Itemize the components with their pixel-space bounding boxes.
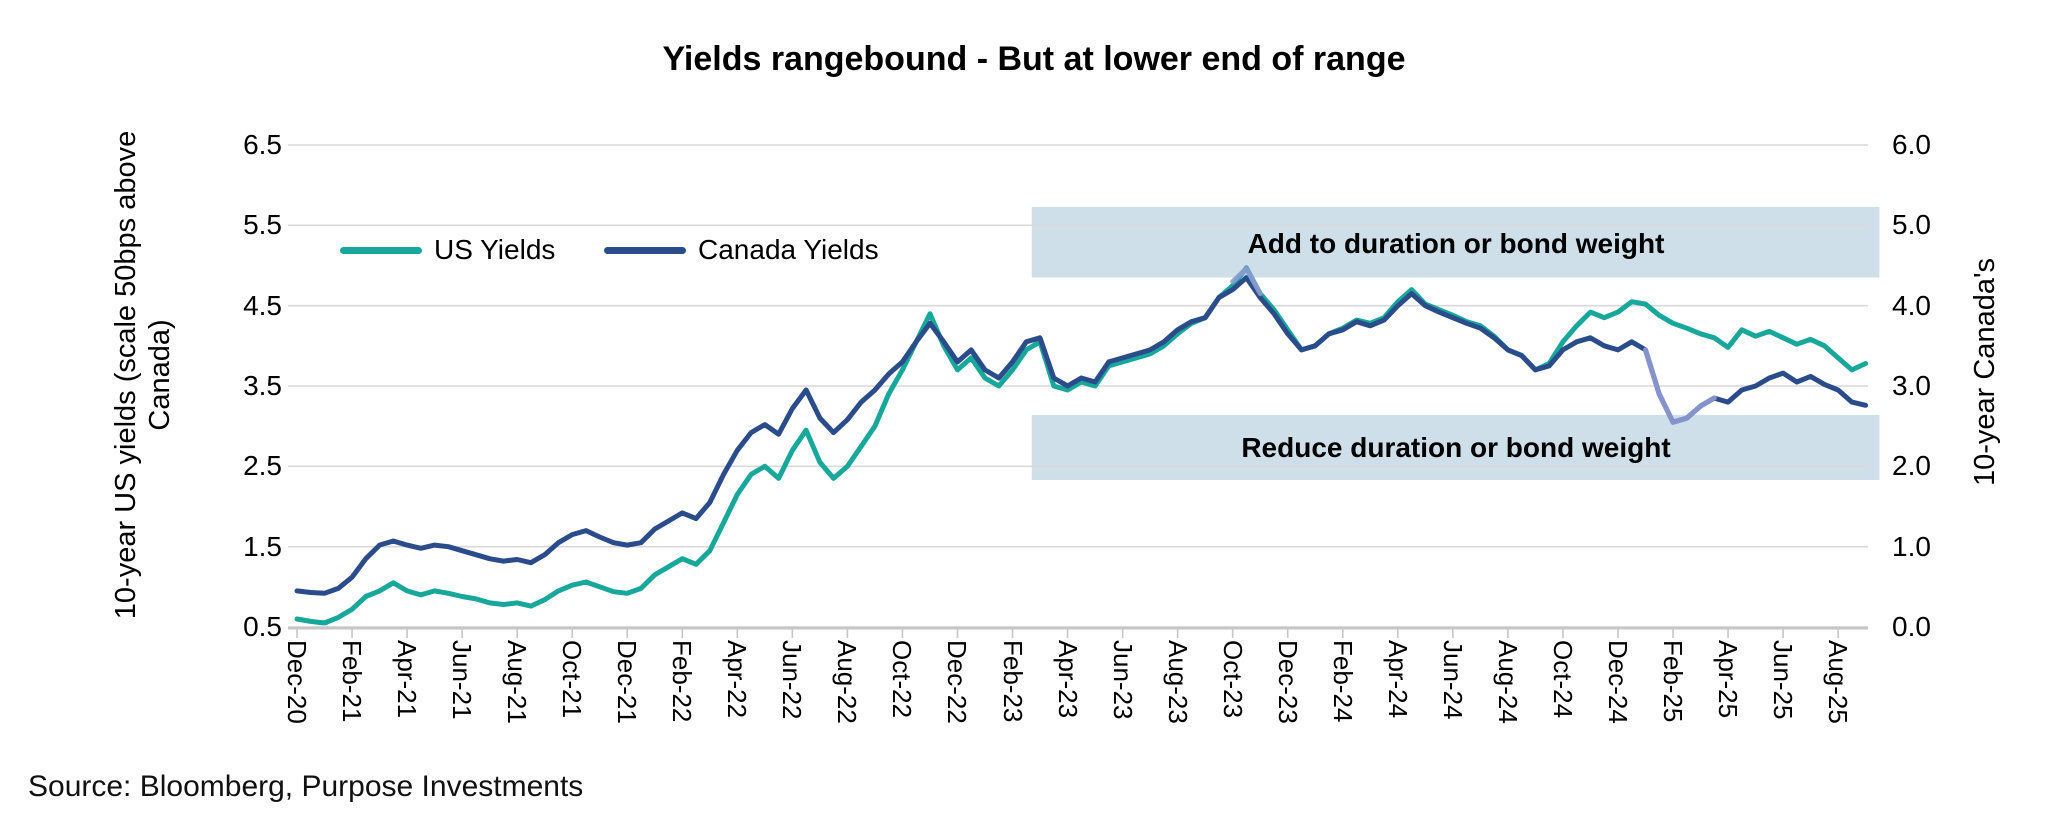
x-axis-tick-label: Feb-23 bbox=[997, 640, 1028, 723]
strategy-band-0 bbox=[1031, 206, 1880, 278]
x-axis-tick-label: Oct-21 bbox=[557, 640, 588, 719]
x-axis-tick-label: Jun-22 bbox=[777, 640, 808, 720]
left-axis-tick-label: 1.5 bbox=[243, 530, 282, 562]
x-axis-tick-label: Oct-24 bbox=[1547, 640, 1578, 719]
left-axis-tick-label: 4.5 bbox=[243, 289, 282, 321]
x-axis-tick-label: Oct-22 bbox=[887, 640, 918, 719]
x-axis-tick-label: Oct-23 bbox=[1217, 640, 1248, 719]
chart-title: Yields rangebound - But at lower end of … bbox=[662, 40, 1406, 78]
right-axis-tick-label: 0.0 bbox=[1892, 611, 1931, 642]
x-axis-tick-label: Dec-24 bbox=[1602, 640, 1633, 724]
x-axis-tick-label: Aug-23 bbox=[1162, 640, 1193, 724]
left-axis-tick-label: 5.5 bbox=[243, 209, 282, 241]
x-axis-tick-label: Dec-23 bbox=[1272, 640, 1303, 724]
us-line-swatch bbox=[340, 246, 422, 254]
canada-line-swatch bbox=[604, 246, 686, 254]
x-axis-tick-label: Apr-23 bbox=[1052, 640, 1083, 719]
legend-item-canada: Canada Yields bbox=[604, 234, 879, 266]
series-line-1 bbox=[294, 275, 1869, 596]
x-axis-tick-label: Feb-25 bbox=[1658, 640, 1688, 723]
x-axis-tick-label: Apr-21 bbox=[392, 640, 423, 719]
reduce-duration-band-label: Reduce duration or bond weight bbox=[1241, 432, 1671, 463]
x-axis-tick-label: Feb-21 bbox=[337, 640, 368, 723]
right-axis-tick-label: 2.0 bbox=[1892, 450, 1931, 482]
x-axis-tick-label: Jun-21 bbox=[447, 640, 478, 720]
x-axis-tick-label: Apr-25 bbox=[1713, 640, 1744, 719]
right-axis-tick-label: 5.0 bbox=[1892, 209, 1931, 241]
legend-item-us: US Yields bbox=[340, 234, 555, 266]
right-axis-tick-label: 3.0 bbox=[1892, 370, 1931, 401]
left-axis-tick-label: 2.5 bbox=[243, 450, 282, 482]
right-axis-tick-label: 6.0 bbox=[1892, 129, 1931, 160]
add-duration-band-label: Add to duration or bond weight bbox=[1247, 228, 1665, 259]
left-axis-tick-label: 6.5 bbox=[243, 129, 282, 160]
x-axis-tick-label: Dec-22 bbox=[942, 640, 973, 724]
x-axis-tick-label: Aug-25 bbox=[1823, 640, 1854, 724]
right-axis-tick-label: 4.0 bbox=[1892, 289, 1931, 321]
right-axis-tick-label: 1.0 bbox=[1892, 530, 1931, 562]
x-axis-tick-label: Aug-24 bbox=[1492, 640, 1523, 724]
left-axis-tick-label: 3.5 bbox=[243, 370, 282, 401]
x-axis-tick-label: Aug-21 bbox=[502, 640, 533, 724]
x-axis-tick-label: Dec-20 bbox=[282, 640, 312, 724]
x-axis-tick-label: Aug-22 bbox=[832, 640, 863, 724]
strategy-band-1 bbox=[1031, 414, 1880, 480]
legend-label-us: US Yields bbox=[434, 234, 556, 265]
x-axis-tick-label: Jun-25 bbox=[1768, 640, 1799, 720]
source-note: Source: Bloomberg, Purpose Investments bbox=[28, 770, 584, 803]
left-axis-tick-label: 0.5 bbox=[243, 611, 282, 642]
x-axis-tick-label: Feb-24 bbox=[1327, 640, 1358, 723]
x-axis-tick-label: Apr-24 bbox=[1382, 640, 1413, 719]
x-axis-tick-label: Dec-21 bbox=[612, 640, 643, 724]
legend-label-canada: Canada Yields bbox=[698, 234, 879, 265]
x-axis-tick-label: Feb-22 bbox=[667, 640, 698, 723]
x-axis-tick-label: Jun-24 bbox=[1437, 640, 1468, 720]
canada-feb25-dip-highlight bbox=[1643, 347, 1717, 425]
x-axis-tick-label: Apr-22 bbox=[722, 640, 753, 719]
canada-oct23-peak-highlight bbox=[1230, 266, 1263, 297]
x-axis-tick-label: Jun-23 bbox=[1107, 640, 1138, 720]
series-line-0 bbox=[294, 265, 1869, 626]
